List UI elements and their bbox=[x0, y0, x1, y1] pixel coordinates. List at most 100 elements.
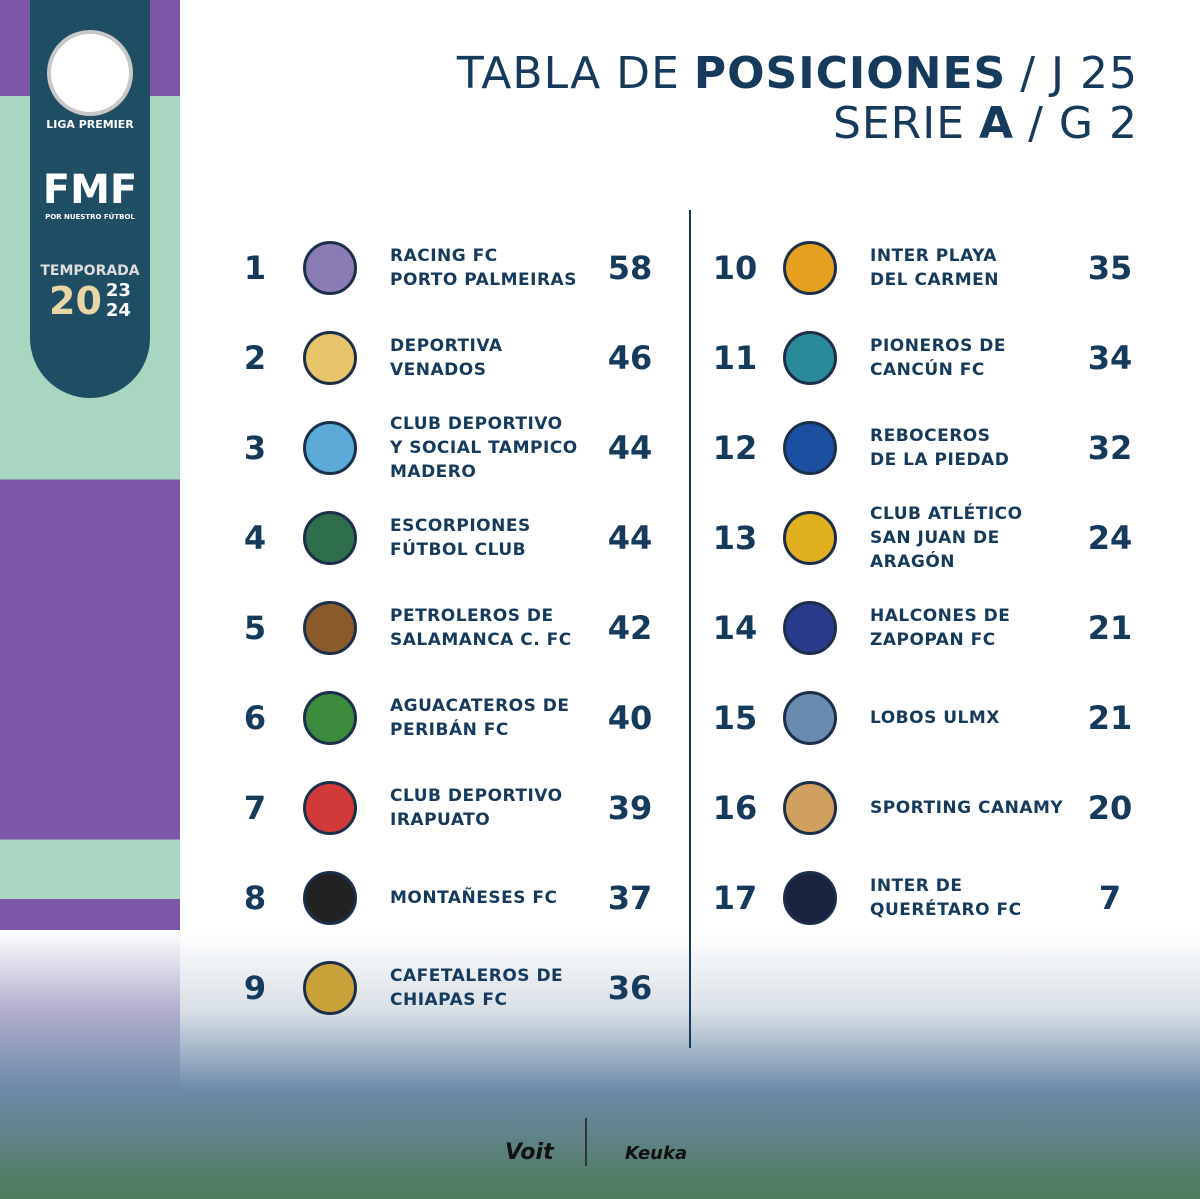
stadium-background bbox=[0, 930, 1200, 1199]
team-name-line: SPORTING CANAMY bbox=[870, 798, 1064, 818]
points: 37 bbox=[607, 879, 653, 917]
points: 34 bbox=[1087, 339, 1133, 377]
season-label: TEMPORADA bbox=[40, 263, 140, 279]
points: 24 bbox=[1087, 519, 1133, 557]
team-name-line: IRAPUATO bbox=[390, 810, 491, 830]
team-name: INTER DE QUERÉTARO FC bbox=[870, 874, 1022, 922]
team-name-line: SALAMANCA C. FC bbox=[390, 630, 572, 650]
team-name-line: FÚTBOL CLUB bbox=[390, 540, 527, 560]
team-logo bbox=[303, 871, 357, 925]
position: 17 bbox=[712, 879, 758, 917]
points: 44 bbox=[607, 519, 653, 557]
points: 42 bbox=[607, 609, 653, 647]
team-name-line: INTER DE bbox=[870, 876, 963, 896]
season-year: 24 bbox=[105, 300, 131, 321]
title-line: TABLA DE POSICIONES / J 25 bbox=[443, 48, 1138, 100]
team-name-line: DE LA PIEDAD bbox=[870, 450, 1010, 470]
team-logo bbox=[303, 511, 357, 565]
team-name: PIONEROS DE CANCÚN FC bbox=[870, 334, 1006, 382]
team-logo bbox=[783, 511, 837, 565]
league-name: LIGA PREMIER bbox=[46, 118, 134, 131]
position: 16 bbox=[712, 789, 758, 827]
points: 7 bbox=[1098, 879, 1122, 917]
points: 35 bbox=[1087, 249, 1133, 287]
team-name-line: Y SOCIAL TAMPICO bbox=[390, 438, 578, 458]
team-name: CLUB DEPORTIVO IRAPUATO bbox=[390, 784, 563, 832]
title-text: POSICIONES bbox=[693, 48, 1007, 99]
team-logo bbox=[303, 331, 357, 385]
team-name: CLUB ATLÉTICO SAN JUAN DE ARAGÓN bbox=[870, 502, 1023, 574]
team-logo bbox=[783, 421, 837, 475]
slogan: POR NUESTRO FÚTBOL bbox=[45, 213, 135, 221]
team-name-line: ESCORPIONES bbox=[390, 516, 531, 536]
team-logo bbox=[783, 871, 837, 925]
team-name-line: HALCONES DE bbox=[870, 606, 1011, 626]
team-logo bbox=[783, 781, 837, 835]
season-year: 20 bbox=[49, 279, 102, 323]
team-name: HALCONES DE ZAPOPAN FC bbox=[870, 604, 1010, 652]
team-name-line: VENADOS bbox=[390, 360, 487, 380]
team-name-line: REBOCEROS bbox=[870, 426, 991, 446]
team-name: INTER PLAYA DEL CARMEN bbox=[870, 244, 999, 292]
title-line: SERIE A / G 2 bbox=[819, 98, 1138, 150]
team-name: CAFETALEROS DE CHIAPAS FC bbox=[390, 964, 563, 1012]
points: 21 bbox=[1087, 609, 1133, 647]
points: 20 bbox=[1087, 789, 1133, 827]
position: 8 bbox=[243, 879, 267, 917]
points: 21 bbox=[1087, 699, 1133, 737]
team-name: MONTAÑESES FC bbox=[390, 886, 557, 910]
team-name: SPORTING CANAMY bbox=[870, 796, 1063, 820]
team-name-line: SAN JUAN DE bbox=[870, 528, 1000, 548]
position: 3 bbox=[243, 429, 267, 467]
team-name-line: CHIAPAS FC bbox=[390, 990, 508, 1010]
position: 12 bbox=[712, 429, 758, 467]
position: 10 bbox=[712, 249, 758, 287]
team-logo bbox=[783, 691, 837, 745]
team-name: ESCORPIONES FÚTBOL CLUB bbox=[390, 514, 531, 562]
team-name-line: MONTAÑESES FC bbox=[390, 888, 558, 908]
title-text: / J 25 bbox=[1020, 48, 1138, 99]
sponsor-divider bbox=[585, 1118, 587, 1166]
team-name: RACING FC PORTO PALMEIRAS bbox=[390, 244, 577, 292]
team-name-line: MADERO bbox=[390, 462, 477, 482]
team-name: CLUB DEPORTIVO Y SOCIAL TAMPICO MADERO bbox=[390, 412, 578, 484]
team-logo bbox=[783, 241, 837, 295]
position: 7 bbox=[243, 789, 267, 827]
team-name: REBOCEROS DE LA PIEDAD bbox=[870, 424, 1009, 472]
team-name-line: CANCÚN FC bbox=[870, 360, 985, 380]
points: 39 bbox=[607, 789, 653, 827]
position: 14 bbox=[712, 609, 758, 647]
team-name: AGUACATEROS DE PERIBÁN FC bbox=[390, 694, 570, 742]
position: 1 bbox=[243, 249, 267, 287]
sponsor: Keuka bbox=[625, 1143, 688, 1164]
position: 13 bbox=[712, 519, 758, 557]
points: 32 bbox=[1087, 429, 1133, 467]
title-text: SERIE bbox=[832, 98, 966, 149]
position: 11 bbox=[712, 339, 758, 377]
team-name-line: PIONEROS DE bbox=[870, 336, 1007, 356]
team-logo bbox=[303, 241, 357, 295]
position: 15 bbox=[712, 699, 758, 737]
team-name-line: DEPORTIVA bbox=[390, 336, 503, 356]
position: 4 bbox=[243, 519, 267, 557]
team-logo bbox=[303, 601, 357, 655]
federation: FMF bbox=[42, 167, 138, 213]
team-logo bbox=[783, 601, 837, 655]
team-name: DEPORTIVA VENADOS bbox=[390, 334, 503, 382]
team-name-line: CLUB ATLÉTICO bbox=[870, 504, 1023, 524]
team-name-line: LOBOS ULMX bbox=[870, 708, 1000, 728]
team-logo bbox=[303, 781, 357, 835]
team-name-line: INTER PLAYA bbox=[870, 246, 997, 266]
title-text: TABLA DE bbox=[456, 48, 680, 99]
sponsor: Voit bbox=[505, 1140, 554, 1165]
points: 46 bbox=[607, 339, 653, 377]
team-name-line: DEL CARMEN bbox=[870, 270, 999, 290]
points: 36 bbox=[607, 969, 653, 1007]
team-name: LOBOS ULMX bbox=[870, 706, 1000, 730]
position: 6 bbox=[243, 699, 267, 737]
team-logo bbox=[303, 691, 357, 745]
team-logo bbox=[783, 331, 837, 385]
season-year: 23 bbox=[105, 280, 131, 301]
sidebar-banner: LIGA PREMIER FMF POR NUESTRO FÚTBOL TEMP… bbox=[30, 0, 150, 398]
